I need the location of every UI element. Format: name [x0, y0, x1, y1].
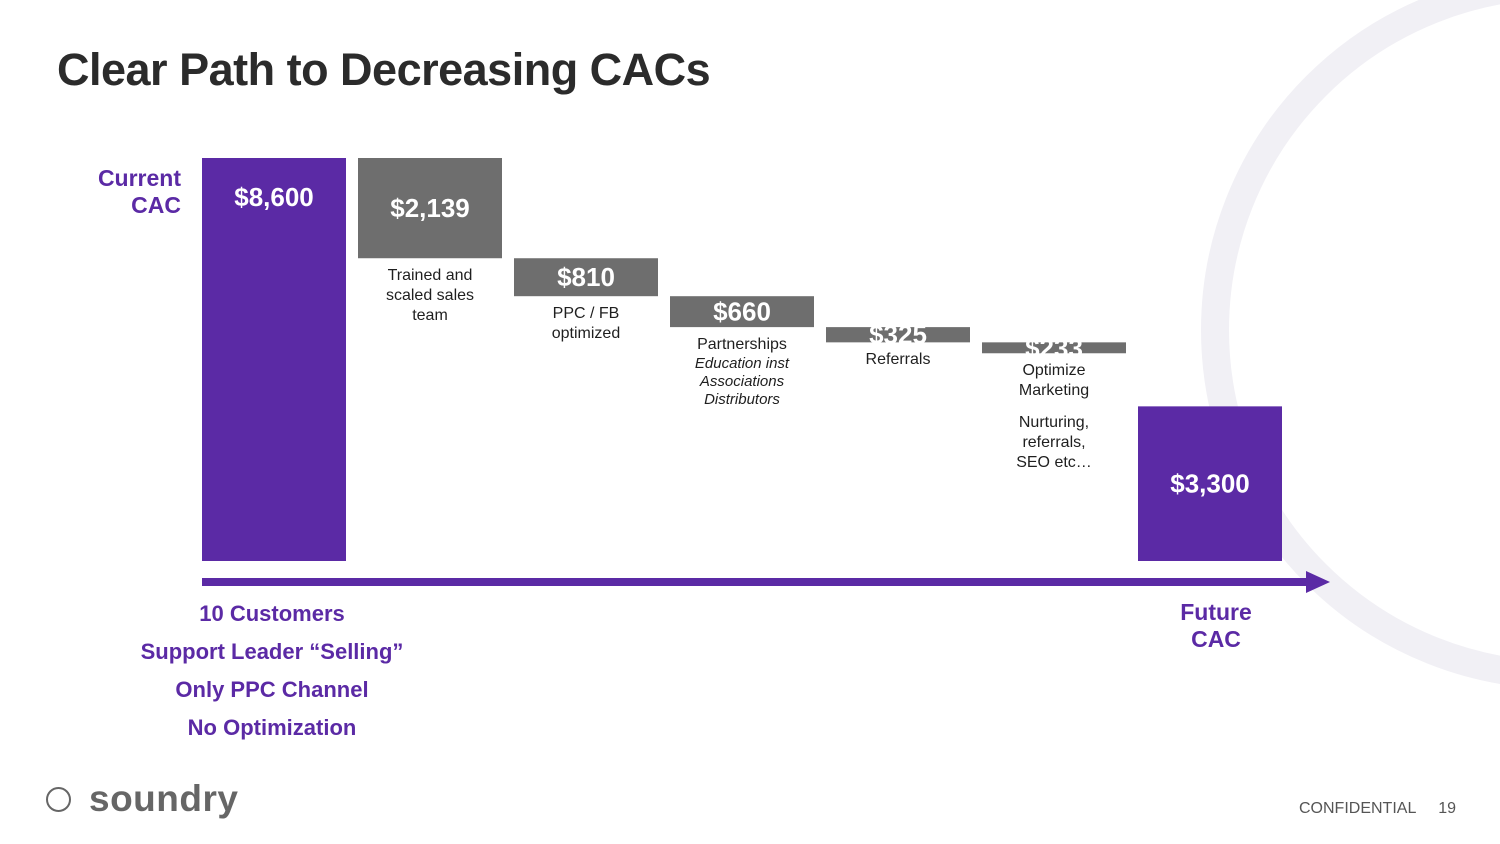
logo-text: soundry [89, 778, 239, 819]
bar-caption-4: Referrals [818, 350, 978, 370]
bar-value-label-0: $8,600 [234, 182, 314, 212]
bar-caption-3-line-1: Education inst Associations Distributors [694, 355, 790, 409]
bar-value-label-5: $233 [1025, 333, 1083, 363]
timeline-arrow-head [1306, 571, 1330, 593]
bar-0 [202, 158, 346, 561]
bar-caption-1-line-0: Trained and scaled sales team [385, 267, 475, 325]
current-state-notes: 10 Customers Support Leader “Selling” On… [100, 598, 444, 750]
bar-2 [514, 258, 658, 297]
future-cac-label: Future CAC [1180, 599, 1252, 652]
current-cac-label: Current CAC [97, 165, 181, 218]
bar-value-label-2: $810 [557, 262, 615, 292]
bar-value-label-6: $3,300 [1170, 469, 1250, 499]
bar-6 [1138, 406, 1282, 561]
bar-caption-4-line-0: Referrals [865, 351, 931, 369]
note-customers: 10 Customers [199, 601, 345, 626]
page-number: 19 [1438, 800, 1456, 817]
bar-caption-5-line-1: Nurturing, referrals, SEO etc… [1016, 414, 1092, 472]
note-ppc-channel: Only PPC Channel [175, 677, 369, 702]
bar-caption-3: Partnerships Education inst Associations … [662, 335, 822, 409]
bar-caption-2: PPC / FB optimized [506, 304, 666, 344]
bar-caption-5-line-0: Optimize Marketing [1018, 362, 1090, 400]
page-title: Clear Path to Decreasing CACs [57, 44, 711, 95]
bar-value-label-3: $660 [713, 297, 771, 327]
bar-value-label-4: $325 [869, 320, 927, 350]
bar-5 [982, 342, 1126, 354]
logo-circle-icon [46, 786, 71, 812]
note-support-leader: Support Leader “Selling” [140, 639, 404, 664]
bar-1 [358, 158, 502, 259]
soundry-logo: soundry [46, 778, 238, 820]
bar-4 [826, 327, 970, 343]
bar-value-label-1: $2,139 [390, 193, 470, 223]
note-no-optimization: No Optimization [187, 715, 357, 740]
bar-caption-5: Optimize Marketing Nurturing, referrals, … [974, 361, 1134, 473]
bar-caption-3-line-0: Partnerships [697, 336, 787, 354]
bar-caption-1: Trained and scaled sales team [350, 266, 510, 326]
bar-3 [670, 296, 814, 328]
bar-caption-2-line-0: PPC / FB optimized [551, 305, 621, 343]
confidential-label: CONFIDENTIAL [1299, 800, 1416, 817]
footer: CONFIDENTIAL 19 [1299, 800, 1456, 818]
